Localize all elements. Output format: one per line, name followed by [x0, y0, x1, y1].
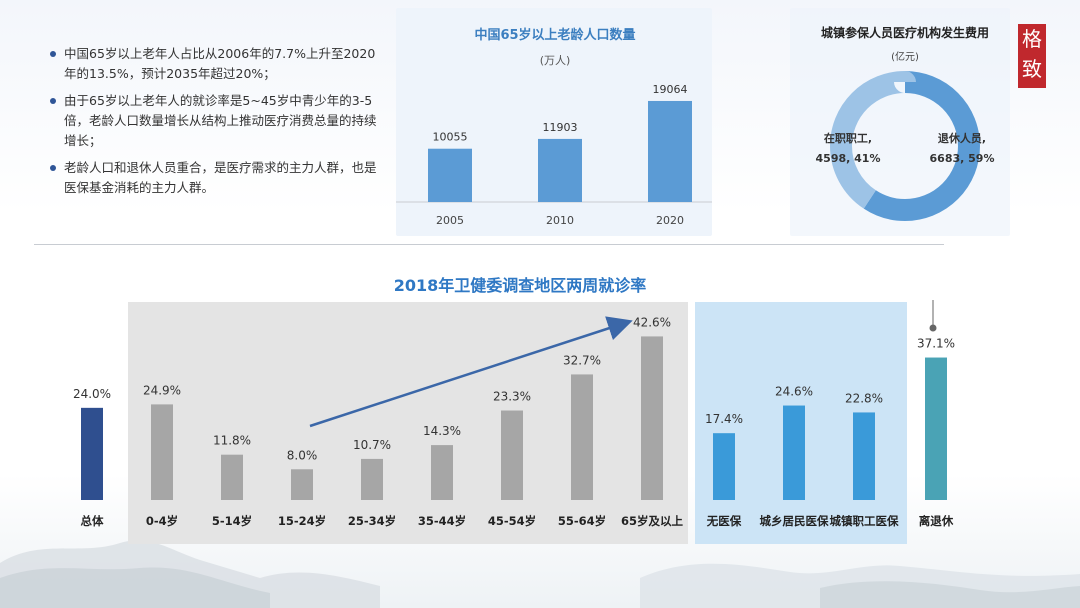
- x-tick-城乡居民医保: 城乡居民医保: [760, 514, 829, 528]
- x-tick-2005: 2005: [436, 214, 464, 227]
- donut-chart-unit: (亿元): [891, 52, 919, 63]
- data-label-5-14岁: 11.8%: [213, 434, 251, 448]
- bar-城乡居民医保: [783, 405, 805, 500]
- elderly-population-chart-unit: (万人): [539, 54, 571, 67]
- bar-2020: [648, 100, 692, 202]
- bar-45-54岁: [501, 410, 523, 500]
- x-tick-25-34岁: 25-34岁: [348, 514, 396, 528]
- bar-25-34岁: [361, 458, 383, 500]
- visit-rate-chart-title: 2018年卫健委调查地区两周就诊率: [393, 276, 647, 295]
- data-label-45-54岁: 23.3%: [493, 390, 531, 404]
- donut-chart-title: 城镇参保人员医疗机构发生费用: [820, 26, 989, 40]
- bar-15-24岁: [291, 469, 313, 500]
- data-label-35-44岁: 14.3%: [423, 424, 461, 438]
- x-tick-城镇职工医保: 城镇职工医保: [830, 514, 899, 528]
- slice-label-0: 在职职工,: [824, 131, 872, 145]
- slice-value-label-1: 6683, 59%: [930, 152, 995, 165]
- x-tick-0-4岁: 0-4岁: [146, 514, 178, 528]
- medical-cost-donut-chart: 在职职工, 4598, 41% 退休人员, 6683, 59%: [816, 71, 995, 221]
- x-tick-离退休: 离退休: [919, 514, 954, 528]
- trend-arrow: [309, 316, 633, 428]
- bar-65岁及以上: [641, 336, 663, 500]
- donut-slice-0: [830, 71, 980, 221]
- slice-value-label-0: 4598, 41%: [816, 152, 881, 165]
- x-tick-65岁及以上: 65岁及以上: [621, 514, 684, 528]
- bar-城镇职工医保: [853, 412, 875, 500]
- bar-2010: [538, 138, 582, 202]
- x-tick-5-14岁: 5-14岁: [212, 514, 252, 528]
- data-label-城乡居民医保: 24.6%: [775, 385, 813, 399]
- data-label-2005: 10055: [433, 131, 468, 144]
- bar-无医保: [713, 433, 735, 500]
- bullet-dot-icon: [50, 51, 56, 57]
- section-divider: [34, 244, 944, 245]
- bullet-item: 中国65岁以上老年人占比从2006年的7.7%上升至2020年的13.5%，预计…: [48, 44, 378, 84]
- bullet-item: 老龄人口和退休人员重合，是医疗需求的主力人群，也是医保基金消耗的主力人群。: [48, 158, 378, 198]
- data-label-无医保: 17.4%: [705, 412, 743, 426]
- bar-55-64岁: [571, 374, 593, 500]
- bullet-dot-icon: [50, 98, 56, 104]
- data-label-2020: 19064: [653, 83, 688, 96]
- data-label-55-64岁: 32.7%: [563, 353, 601, 367]
- x-tick-45-54岁: 45-54岁: [488, 514, 536, 528]
- age-group-panel: [128, 302, 688, 544]
- bar-5-14岁: [221, 454, 243, 500]
- x-tick-55-64岁: 55-64岁: [558, 514, 606, 528]
- mountain-landscape-decoration: [0, 540, 1080, 608]
- visit-rate-bar-chart: 24.0% 总体 24.9% 0-4岁 11.8% 5-14岁 8.0% 15-24岁 10.7…: [73, 300, 955, 544]
- bar-总体: [81, 407, 103, 500]
- bar-离退休: [925, 357, 947, 500]
- x-tick-总体: 总体: [81, 514, 104, 528]
- elderly-population-bar-chart: 10055 2005 11903 2010 19064 2020: [396, 83, 712, 227]
- x-tick-2010: 2010: [546, 214, 574, 227]
- data-label-2010: 11903: [543, 121, 578, 134]
- bar-2005: [428, 148, 472, 202]
- elderly-population-chart-title: 中国65岁以上老龄人口数量: [474, 28, 636, 43]
- bar-0-4岁: [151, 404, 173, 500]
- data-label-离退休: 37.1%: [917, 337, 955, 351]
- connector-dot: [929, 324, 937, 332]
- data-label-25-34岁: 10.7%: [353, 438, 391, 452]
- x-tick-15-24岁: 15-24岁: [278, 514, 326, 528]
- data-label-总体: 24.0%: [73, 387, 111, 401]
- bullet-list: 中国65岁以上老年人占比从2006年的7.7%上升至2020年的13.5%，预计…: [48, 44, 378, 205]
- data-label-15-24岁: 8.0%: [287, 448, 318, 462]
- x-tick-2020: 2020: [656, 214, 684, 227]
- data-label-城镇职工医保: 22.8%: [845, 391, 883, 405]
- data-label-65岁及以上: 42.6%: [633, 315, 671, 329]
- slice-label-1: 退休人员,: [938, 131, 986, 145]
- x-tick-35-44岁: 35-44岁: [418, 514, 466, 528]
- data-label-0-4岁: 24.9%: [143, 383, 181, 397]
- bullet-dot-icon: [50, 165, 56, 171]
- bar-35-44岁: [431, 445, 453, 500]
- logo-seal: 格致: [1018, 24, 1046, 88]
- x-tick-无医保: 无医保: [706, 514, 742, 528]
- bullet-item: 由于65岁以上老年人的就诊率是5~45岁中青少年的3-5倍，老龄人口数量增长从结…: [48, 91, 378, 151]
